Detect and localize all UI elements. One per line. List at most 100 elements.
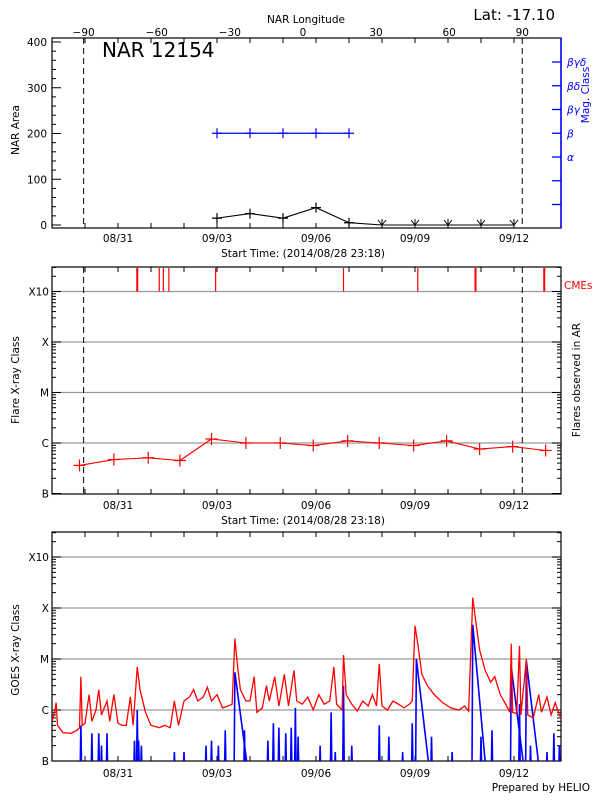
goes-short-spike <box>401 751 404 761</box>
area-line <box>216 207 514 226</box>
goes-short-spike <box>105 733 109 761</box>
goes-short-spike <box>289 727 293 761</box>
y2-axis-label-mag-class: Mag. Class <box>580 67 592 123</box>
panel1-mag-class-tick-label: βγδ <box>566 57 586 69</box>
panel2-y-tick-label: B <box>42 489 49 501</box>
panel3-frame <box>51 531 562 762</box>
area-zero-marker <box>509 219 519 226</box>
goes-short-spike <box>210 740 213 761</box>
goes-short-spike <box>223 730 227 761</box>
goes-short-spike <box>137 740 140 761</box>
goes-short-spike <box>334 751 337 761</box>
goes-short-spike <box>173 751 176 761</box>
flare-marker <box>73 459 86 472</box>
panel1-x-tick-label: 08/31 <box>103 233 133 245</box>
flare-marker <box>539 444 552 457</box>
panel1-x-tick-label: 09/03 <box>202 233 232 245</box>
goes-short-spike <box>529 745 532 761</box>
goes-short-spike <box>243 730 246 761</box>
goes-short-spike <box>97 733 101 761</box>
panel1-y-tick-label: 300 <box>27 83 47 95</box>
latitude-label: Lat: -17.10 <box>473 6 555 24</box>
goes-short-spike <box>284 733 288 761</box>
area-marker <box>311 202 321 213</box>
goes-short-spike <box>133 740 136 761</box>
goes-short-spike <box>451 751 454 761</box>
panel1-y-tick-label: 0 <box>40 220 47 232</box>
panel1-y-tick-label: 400 <box>27 37 47 49</box>
goes-short-spike <box>100 745 103 761</box>
panel3-x-tick-label: 09/12 <box>499 768 529 780</box>
goes-short-spike <box>414 658 430 761</box>
panel3-x-tick-label: 09/06 <box>301 768 332 780</box>
area-marker <box>212 213 222 224</box>
panel3-x-tick-label: 09/09 <box>400 768 430 780</box>
goes-short-spike <box>552 733 556 761</box>
goes-short-spike <box>182 751 186 761</box>
goes-short-spike <box>471 624 486 761</box>
panel1-longitude-tick-label: 90 <box>516 27 529 39</box>
goes-short-spike <box>79 725 83 761</box>
panel1-mag-class-tick-label: α <box>567 152 574 164</box>
panel1-longitude-tick-label: 0 <box>300 27 307 39</box>
panel3-x-tick-label: 09/03 <box>202 768 232 780</box>
y-axis-label-flare-class: Flare X-ray Class <box>10 336 22 424</box>
goes-short-spike <box>329 712 333 761</box>
x-axis-label-panel2: Start Time: (2014/08/28 23:18) <box>221 515 385 527</box>
goes-short-spike <box>293 707 297 761</box>
panel2-x-tick-label: 09/06 <box>301 500 332 512</box>
panel1-x-tick-label: 09/06 <box>301 233 332 245</box>
flare-marker <box>407 439 420 452</box>
goes-short-spike <box>272 723 275 761</box>
area-zero-marker <box>476 219 486 226</box>
cme-label: CMEs <box>564 280 593 292</box>
panel1-longitude-tick-label: 30 <box>369 27 382 39</box>
goes-short-spike <box>410 723 414 761</box>
goes-short-spike <box>204 745 208 761</box>
area-marker <box>245 208 255 219</box>
panel3-y-tick-label: M <box>40 654 49 666</box>
area-marker <box>278 213 288 224</box>
panel1-longitude-tick-label: −30 <box>219 27 241 39</box>
area-zero-marker <box>443 219 453 226</box>
mag-class-marker <box>344 128 354 139</box>
panel2-y-tick-label: X10 <box>28 287 49 299</box>
flare-marker <box>373 437 386 449</box>
mag-class-marker <box>278 128 288 139</box>
goes-short-spike <box>479 736 483 761</box>
goes-short-spike <box>342 685 345 761</box>
y-axis-label-area: NAR Area <box>10 105 22 155</box>
mag-class-marker <box>311 128 321 139</box>
credit-label: Prepared by HELIO <box>492 782 590 794</box>
panel1-longitude-tick-label: −60 <box>146 27 168 39</box>
flare-marker <box>205 433 218 446</box>
goes-short-spike <box>490 730 494 761</box>
flare-marker <box>307 439 320 452</box>
region-title: NAR 12154 <box>102 38 215 62</box>
goes-short-spike <box>377 725 381 761</box>
panel1-mag-class-tick-label: β <box>566 128 574 140</box>
panel2-x-tick-label: 08/31 <box>103 500 133 512</box>
goes-short-spike <box>318 745 322 761</box>
goes-short-spike <box>518 704 521 761</box>
mag-class-marker <box>245 128 255 139</box>
goes-short-spike <box>350 745 353 761</box>
panel1-longitude-tick-label: 60 <box>442 27 455 39</box>
panel1-mag-class-tick-label: βδ <box>566 81 580 93</box>
panel3-y-tick-label: X10 <box>28 552 49 564</box>
flare-marker <box>142 451 155 464</box>
flare-marker <box>440 434 453 447</box>
flare-marker <box>506 440 519 453</box>
flare-marker <box>274 437 287 449</box>
panel2-x-tick-label: 09/09 <box>400 500 430 512</box>
panel3-y-tick-label: C <box>42 705 49 717</box>
area-zero-marker <box>377 219 387 226</box>
panel3-y-tick-label: B <box>42 756 49 768</box>
goes-short-spike <box>524 661 540 761</box>
goes-short-spike <box>90 733 94 761</box>
flare-marker <box>173 454 186 467</box>
panel1-y-tick-label: 100 <box>27 174 47 186</box>
goes-short-spike <box>277 727 281 761</box>
goes-short-spike <box>266 740 270 761</box>
